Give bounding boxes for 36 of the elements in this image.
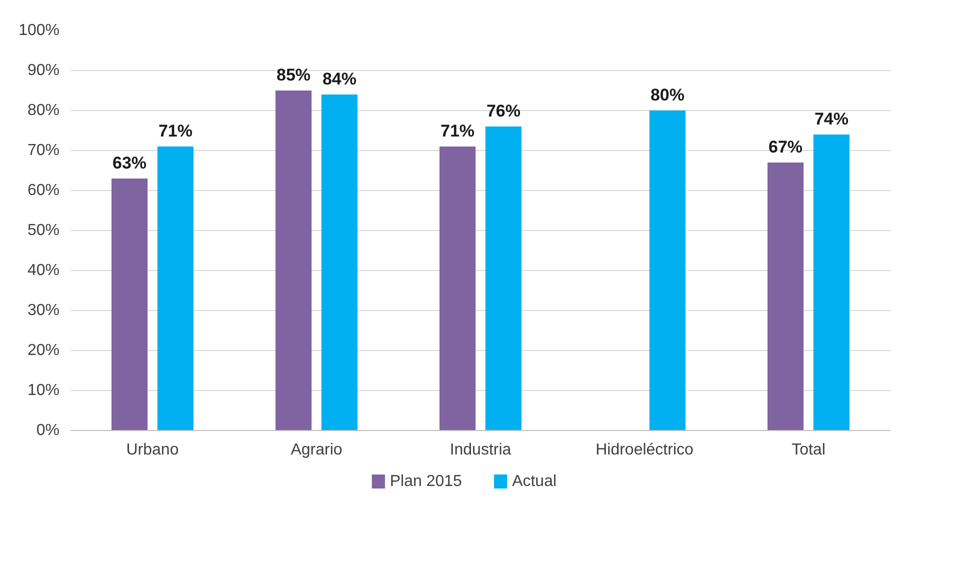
x-tick-label: Hidroeléctrico <box>596 442 694 458</box>
bar <box>485 126 522 430</box>
bar <box>276 90 312 430</box>
y-tick-label: 90% <box>27 62 60 79</box>
bar <box>321 94 358 430</box>
data-label: 74% <box>814 110 848 128</box>
y-tick-label: 70% <box>27 142 60 159</box>
x-tick-label: Total <box>792 442 826 458</box>
bar <box>649 110 686 430</box>
legend-label: Actual <box>512 473 557 490</box>
data-label: 63% <box>112 154 147 172</box>
y-tick-label: 50% <box>27 222 60 239</box>
bar <box>768 162 804 430</box>
x-tick-label: Agrario <box>290 442 342 458</box>
bar <box>112 178 148 430</box>
y-tick-label: 0% <box>36 422 60 439</box>
y-tick-label: 20% <box>27 342 60 359</box>
data-label: 71% <box>440 122 475 140</box>
y-tick-label: 30% <box>27 302 60 319</box>
data-label: 71% <box>158 122 192 140</box>
y-tick-label: 100% <box>18 22 60 39</box>
data-label: 67% <box>768 138 803 156</box>
data-label: 84% <box>322 70 356 88</box>
data-label: 76% <box>486 102 520 120</box>
y-tick-label: 10% <box>27 382 60 399</box>
data-label: 80% <box>650 86 684 104</box>
bar <box>440 146 476 430</box>
bar <box>157 146 194 430</box>
y-tick-label: 80% <box>27 102 60 119</box>
y-tick-label: 40% <box>27 262 60 279</box>
y-tick-label: 60% <box>27 182 60 199</box>
x-tick-label: Urbano <box>126 442 179 458</box>
data-label: 85% <box>276 66 311 84</box>
x-tick-label: Industria <box>450 442 512 458</box>
bar <box>813 134 850 430</box>
legend-label: Plan 2015 <box>390 473 462 490</box>
